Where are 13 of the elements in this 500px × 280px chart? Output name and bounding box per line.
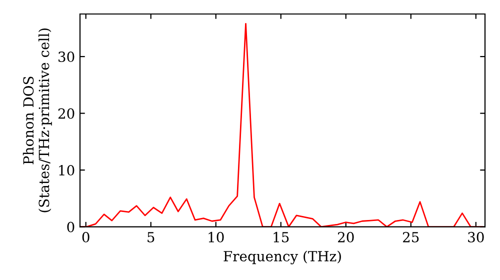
y-tick-label: 30 — [58, 52, 74, 62]
x-tick-label: 25 — [402, 232, 419, 242]
x-tick-label: 20 — [338, 232, 354, 242]
x-axis-title: Frequency (THz) — [224, 250, 341, 264]
y-tick-label: 20 — [58, 108, 74, 119]
x-tick-label: 15 — [274, 232, 289, 242]
x-tick-label: 0 — [82, 232, 90, 242]
y-tick-label: 0 — [67, 222, 74, 232]
y-tick-label: 10 — [59, 165, 74, 176]
x-tick-label: 5 — [148, 232, 154, 242]
x-tick-label: 30 — [468, 232, 484, 242]
y-axis-title: Phonon DOS (States/THz·primitive cell) — [22, 28, 52, 212]
x-tick-label: 10 — [208, 232, 224, 242]
